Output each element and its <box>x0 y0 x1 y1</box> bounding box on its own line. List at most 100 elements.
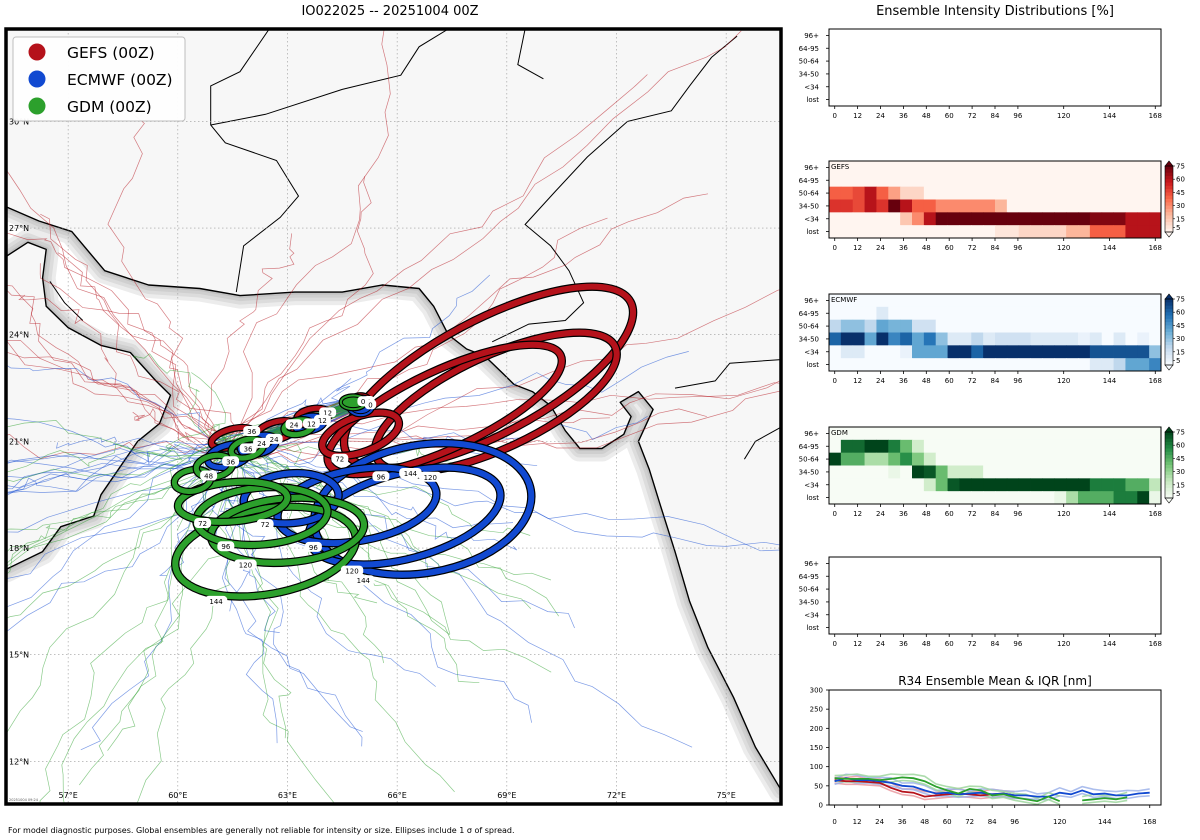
heat-cell <box>829 465 842 479</box>
heat-cell <box>852 427 865 441</box>
heat-cell <box>888 294 901 308</box>
heat-cell <box>900 199 913 213</box>
heat-cell <box>947 439 960 454</box>
heat-cell <box>829 332 842 346</box>
x-tick-label: 96 <box>1013 640 1022 648</box>
colorbar-band <box>1165 432 1173 436</box>
y-category: 34-50 <box>799 202 819 210</box>
x-tick-label: 12 <box>853 377 862 385</box>
heat-cell <box>1089 319 1103 333</box>
heat-cell <box>1006 161 1020 175</box>
r34-title: R34 Ensemble Mean & IQR [nm] <box>898 674 1092 688</box>
heat-cell <box>1054 491 1067 505</box>
heat-cell <box>829 173 842 188</box>
colorbar-band <box>1165 488 1173 492</box>
heat-cell <box>983 332 996 346</box>
heat-cell <box>1018 186 1031 200</box>
heat-cell <box>1054 161 1067 175</box>
heat-cell <box>864 452 877 466</box>
heat-cell <box>888 212 901 226</box>
heat-cell <box>1101 332 1114 346</box>
heat-cell <box>971 306 984 321</box>
panel-label: GDM <box>831 429 848 437</box>
heat-cell <box>947 478 960 492</box>
heat-cell <box>1042 491 1055 505</box>
heat-cell <box>1137 332 1150 346</box>
heat-cell <box>923 294 937 308</box>
heat-cell <box>912 478 925 492</box>
heat-cell <box>1042 225 1055 239</box>
hour-label: 120 <box>345 568 358 576</box>
x-tick-label: 144 <box>1103 244 1117 252</box>
heat-cell <box>1006 332 1020 346</box>
colorbar-band <box>1165 465 1173 469</box>
colorbar-band <box>1165 441 1173 446</box>
heat-cell <box>947 212 960 226</box>
heat-cell <box>876 491 889 505</box>
heat-cell <box>864 319 877 333</box>
heat-cell <box>971 225 984 239</box>
colorbar-band <box>1165 355 1173 359</box>
y-category: 64-95 <box>799 443 819 451</box>
heat-cell <box>876 294 889 308</box>
heat-cell <box>947 199 960 213</box>
heat-cell <box>840 161 854 175</box>
x-tick-label: 48 <box>922 510 931 518</box>
heat-cell <box>1078 225 1091 239</box>
heat-cell <box>1066 294 1079 308</box>
heat-cell <box>1018 212 1031 226</box>
heat-cell <box>900 345 913 359</box>
heat-cell <box>1042 439 1055 454</box>
colorbar-band <box>1165 435 1173 439</box>
heat-cell <box>1125 427 1138 441</box>
heat-cell <box>900 319 913 333</box>
lat-tick-label: 27°N <box>9 224 29 233</box>
hour-label: 0 <box>368 401 372 409</box>
hour-label-bg <box>256 519 274 530</box>
heat-cell <box>1018 306 1031 321</box>
heat-cell <box>1149 427 1162 441</box>
heat-cell <box>1054 439 1067 454</box>
heat-cell <box>1018 345 1031 359</box>
heat-cell <box>864 199 877 213</box>
heat-cell <box>912 186 925 200</box>
colorbar-band <box>1165 302 1173 306</box>
y-category: 96+ <box>804 32 819 40</box>
heat-cell <box>900 358 913 372</box>
intensity-title: Ensemble Intensity Distributions [%] <box>876 4 1114 19</box>
colorbar-tick-label: 75 <box>1176 429 1185 437</box>
heat-cell <box>983 186 996 200</box>
hour-label: 36 <box>244 445 253 453</box>
r34-x-tick-label: 24 <box>875 818 884 826</box>
hour-label-bg <box>340 565 364 576</box>
heat-cell <box>912 465 925 479</box>
heat-cell <box>912 332 925 346</box>
colorbar-frame <box>1164 298 1174 366</box>
heat-cell <box>1030 452 1043 466</box>
legend-marker <box>28 43 46 61</box>
heat-cell <box>1149 345 1162 359</box>
heat-cell <box>971 465 984 479</box>
lat-tick-label: 12°N <box>9 757 29 766</box>
x-tick-label: 0 <box>832 377 836 385</box>
heat-cell <box>1089 225 1103 239</box>
heat-cell <box>1125 161 1138 175</box>
y-category: lost <box>806 361 819 369</box>
heat-cell <box>888 225 901 239</box>
heat-cell <box>995 294 1008 308</box>
heat-cell <box>995 212 1008 226</box>
heat-cell <box>1018 173 1031 188</box>
heat-cell <box>971 186 984 200</box>
heat-cell <box>947 332 960 346</box>
heat-cell <box>1125 465 1138 479</box>
x-tick-label: 84 <box>991 377 1000 385</box>
hour-label: 12 <box>318 417 327 425</box>
heat-cell <box>1089 439 1103 454</box>
heat-cell <box>1006 173 1020 188</box>
r34-frame <box>828 689 1162 806</box>
colorbar-tick-label: 75 <box>1176 296 1185 304</box>
y-category: 34-50 <box>799 335 819 343</box>
heat-cell <box>912 161 925 175</box>
heat-cell <box>900 294 913 308</box>
hour-label-bg <box>419 471 442 482</box>
